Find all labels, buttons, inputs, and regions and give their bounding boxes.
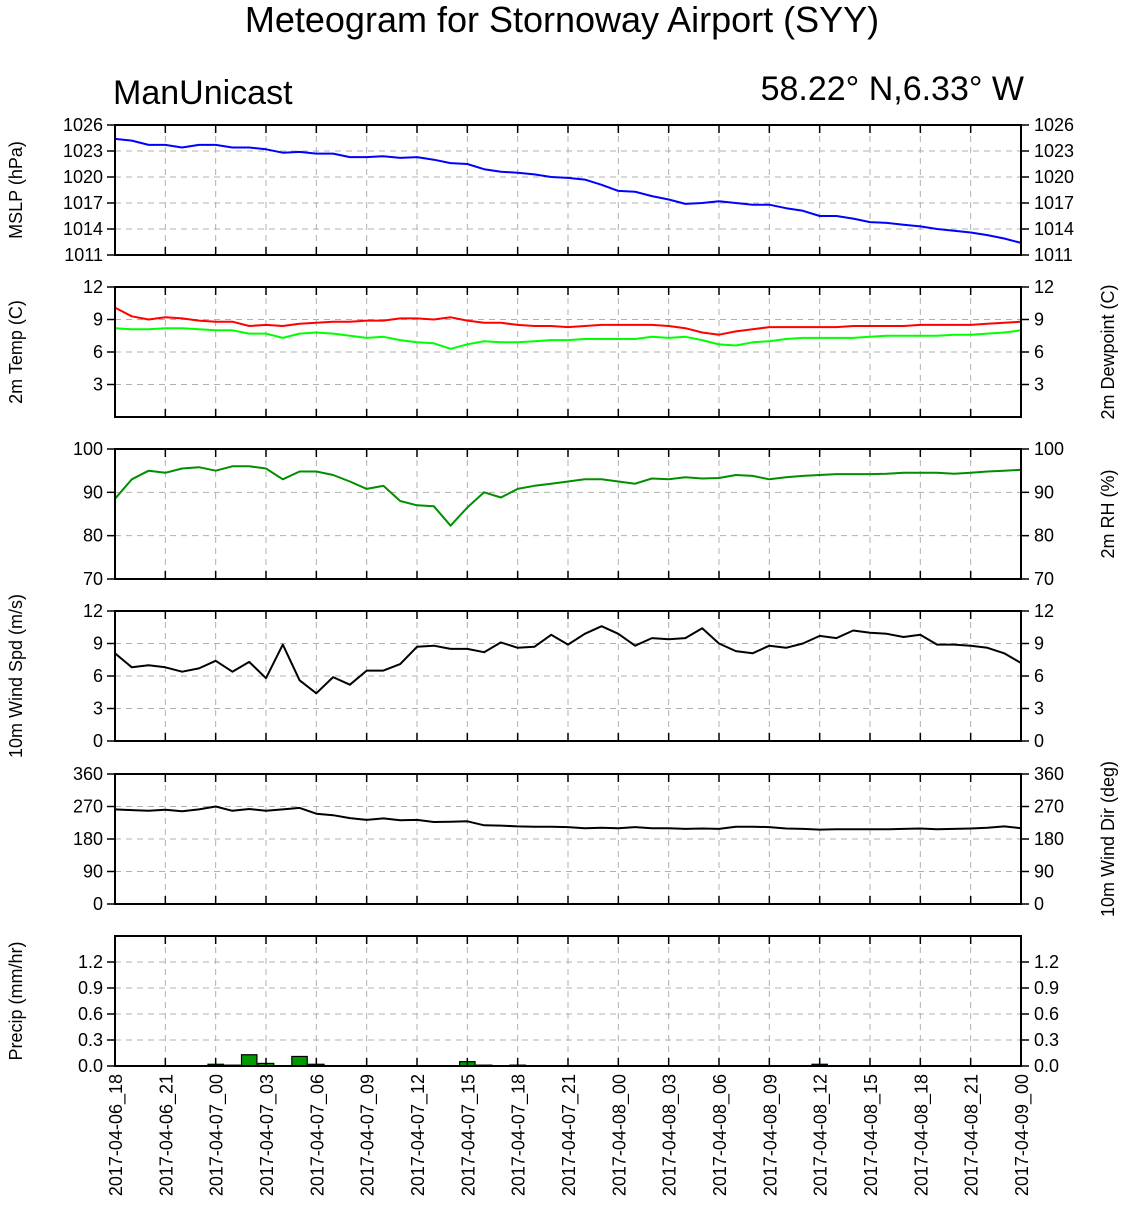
temp-tick-label-right: 9 bbox=[1034, 310, 1044, 330]
model-label: ManUnicast bbox=[113, 74, 293, 112]
wspd-tick-label-right: 3 bbox=[1034, 699, 1044, 719]
x-tick-label: 2017-04-09_00 bbox=[1012, 1074, 1033, 1196]
temp-tick-label-right: 6 bbox=[1034, 342, 1044, 362]
wspd-tick-label-right: 0 bbox=[1034, 731, 1044, 751]
x-tick-label: 2017-04-07_09 bbox=[358, 1074, 379, 1196]
rh-tick-label-right: 90 bbox=[1034, 482, 1054, 502]
x-tick-label: 2017-04-08_00 bbox=[609, 1074, 630, 1196]
precip-ylabel-left: Precip (mm/hr) bbox=[6, 941, 26, 1060]
temp-ylabel-left: 2m Temp (C) bbox=[6, 300, 26, 404]
chart-title: Meteogram for Stornoway Airport (SYY) bbox=[244, 0, 880, 40]
wdir-tick-label-left: 180 bbox=[73, 829, 103, 849]
wspd-tick-label-right: 12 bbox=[1034, 601, 1054, 621]
mslp-tick-label-left: 1017 bbox=[63, 193, 103, 213]
precip-tick-label-right: 0.9 bbox=[1034, 978, 1059, 998]
wspd-tick-label-left: 6 bbox=[93, 666, 103, 686]
wspd-series-line bbox=[114, 625, 1022, 695]
x-tick-label: 2017-04-07_12 bbox=[408, 1074, 429, 1196]
rh-tick-label-left: 80 bbox=[83, 526, 103, 546]
wdir-tick-label-right: 270 bbox=[1034, 797, 1064, 817]
wspd-tick-label-right: 6 bbox=[1034, 666, 1044, 686]
mslp-tick-label-right: 1014 bbox=[1034, 219, 1074, 239]
mslp-tick-label-left: 1023 bbox=[63, 141, 103, 161]
precip-bar bbox=[240, 1054, 258, 1067]
temp-series-line bbox=[114, 306, 1022, 336]
temp-tick-label-left: 3 bbox=[93, 375, 103, 395]
x-tick-label: 2017-04-07_21 bbox=[559, 1074, 580, 1196]
x-tick-label: 2017-04-06_18 bbox=[106, 1074, 127, 1196]
x-tick-label: 2017-04-08_06 bbox=[710, 1074, 731, 1196]
wspd-tick-label-left: 3 bbox=[93, 699, 103, 719]
temp-tick-label-left: 9 bbox=[93, 310, 103, 330]
x-tick-label: 2017-04-08_12 bbox=[811, 1074, 832, 1196]
rh-ylabel-right: 2m RH (%) bbox=[1098, 470, 1118, 559]
wdir-tick-label-right: 0 bbox=[1034, 894, 1044, 914]
rh-tick-label-right: 80 bbox=[1034, 526, 1054, 546]
wdir-tick-label-left: 270 bbox=[73, 797, 103, 817]
precip-tick-label-left: 0.6 bbox=[78, 1004, 103, 1024]
precip-tick-label-left: 1.2 bbox=[78, 952, 103, 972]
mslp-tick-label-right: 1023 bbox=[1034, 141, 1074, 161]
wspd-tick-label-right: 9 bbox=[1034, 634, 1044, 654]
mslp-tick-label-left: 1026 bbox=[63, 115, 103, 135]
wdir-tick-label-left: 90 bbox=[83, 862, 103, 882]
temp-tick-label-left: 6 bbox=[93, 342, 103, 362]
x-tick-label: 2017-04-08_18 bbox=[911, 1074, 932, 1196]
rh-tick-label-right: 70 bbox=[1034, 569, 1054, 589]
temp-tick-label-right: 12 bbox=[1034, 277, 1054, 297]
x-tick-label: 2017-04-07_18 bbox=[509, 1074, 530, 1196]
wdir-tick-label-left: 0 bbox=[93, 894, 103, 914]
mslp-tick-label-left: 1011 bbox=[64, 245, 103, 265]
x-tick-label: 2017-04-07_00 bbox=[207, 1074, 228, 1196]
mslp-tick-label-right: 1011 bbox=[1034, 245, 1073, 265]
precip-tick-label-left: 0.9 bbox=[78, 978, 103, 998]
precip-tick-label-right: 0.6 bbox=[1034, 1004, 1059, 1024]
mslp-tick-label-right: 1017 bbox=[1034, 193, 1074, 213]
precip-tick-label-left: 0.3 bbox=[78, 1030, 103, 1050]
precip-tick-label-right: 0.3 bbox=[1034, 1030, 1059, 1050]
rh-tick-label-right: 100 bbox=[1034, 439, 1064, 459]
temp-tick-label-right: 3 bbox=[1034, 375, 1044, 395]
wdir-tick-label-right: 360 bbox=[1034, 764, 1064, 784]
mslp-tick-label-right: 1020 bbox=[1034, 167, 1074, 187]
wdir-tick-label-right: 90 bbox=[1034, 862, 1054, 882]
mslp-series-line bbox=[114, 137, 1022, 244]
temp-tick-label-left: 12 bbox=[83, 277, 103, 297]
wspd-ylabel-left: 10m Wind Spd (m/s) bbox=[6, 594, 26, 758]
x-tick-label: 2017-04-08_15 bbox=[861, 1074, 882, 1196]
rh-tick-label-left: 100 bbox=[73, 439, 103, 459]
mslp-tick-label-left: 1020 bbox=[63, 167, 103, 187]
precip-tick-label-left: 0.0 bbox=[78, 1056, 103, 1076]
x-tick-label: 2017-04-08_21 bbox=[962, 1074, 983, 1196]
mslp-tick-label-right: 1026 bbox=[1034, 115, 1074, 135]
wspd-tick-label-left: 9 bbox=[93, 634, 103, 654]
precip-tick-label-right: 0.0 bbox=[1034, 1056, 1059, 1076]
x-tick-label: 2017-04-07_03 bbox=[257, 1074, 278, 1196]
wspd-tick-label-left: 12 bbox=[83, 601, 103, 621]
precip-tick-label-right: 1.2 bbox=[1034, 952, 1059, 972]
wspd-tick-label-left: 0 bbox=[93, 731, 103, 751]
rh-series-line bbox=[114, 465, 1022, 527]
rh-tick-label-left: 70 bbox=[83, 569, 103, 589]
mslp-tick-label-left: 1014 bbox=[63, 219, 103, 239]
x-tick-label: 2017-04-07_15 bbox=[458, 1074, 479, 1196]
rh-tick-label-left: 90 bbox=[83, 482, 103, 502]
wdir-tick-label-right: 180 bbox=[1034, 829, 1064, 849]
mslp-ylabel-left: MSLP (hPa) bbox=[6, 141, 26, 239]
location-label: 58.22° N,6.33° W bbox=[760, 70, 1024, 108]
wdir-tick-label-left: 360 bbox=[73, 764, 103, 784]
x-tick-label: 2017-04-07_06 bbox=[307, 1074, 328, 1196]
temp-series-line bbox=[114, 327, 1022, 350]
precip-bar bbox=[291, 1055, 308, 1067]
wdir-series-line bbox=[114, 805, 1022, 831]
wdir-ylabel-right: 10m Wind Dir (deg) bbox=[1098, 761, 1118, 917]
x-tick-label: 2017-04-06_21 bbox=[156, 1074, 177, 1196]
temp-ylabel-right: 2m Dewpoint (C) bbox=[1098, 284, 1118, 419]
x-tick-label: 2017-04-08_09 bbox=[760, 1074, 781, 1196]
x-tick-label: 2017-04-08_03 bbox=[660, 1074, 681, 1196]
